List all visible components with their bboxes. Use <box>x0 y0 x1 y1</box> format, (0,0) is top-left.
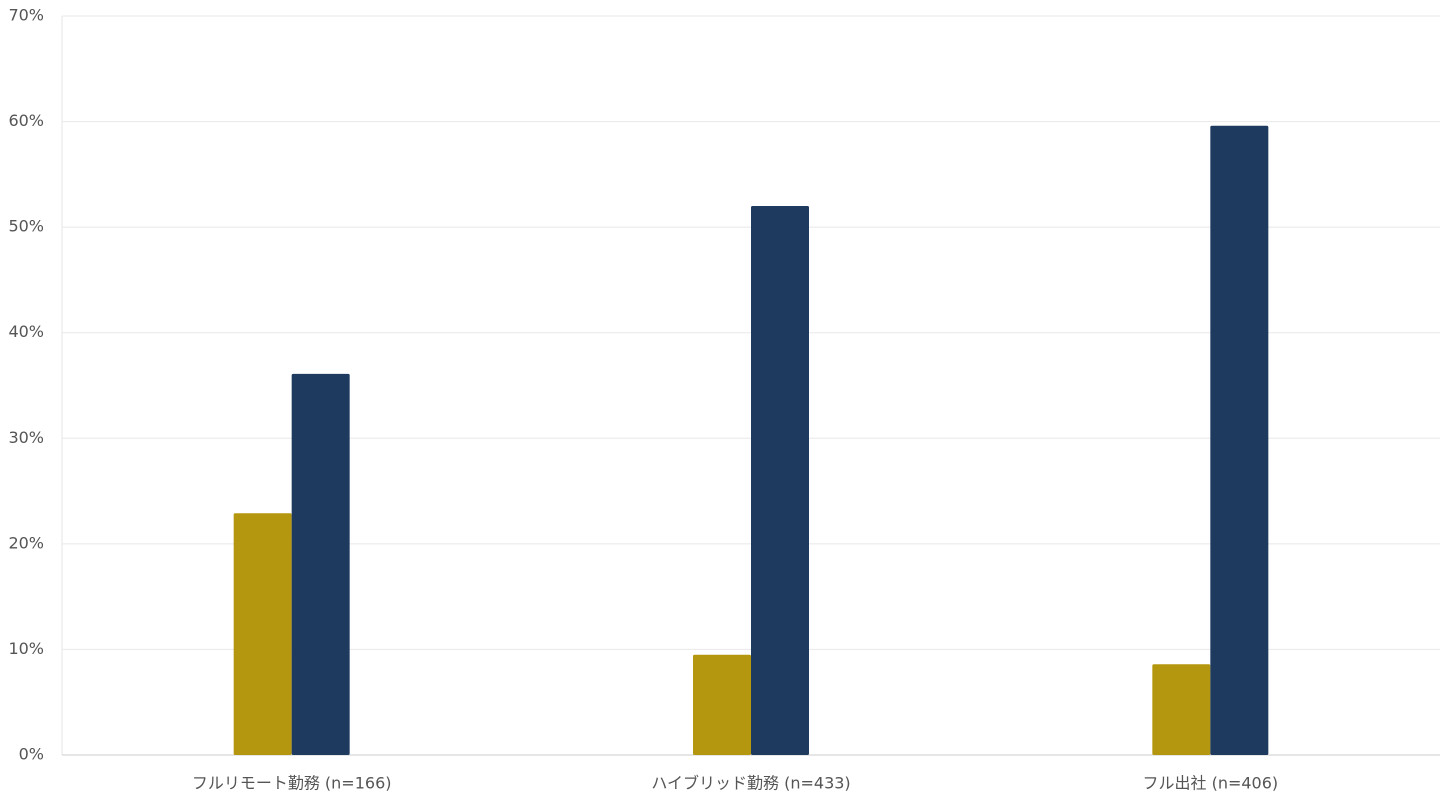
y-tick-label: 60% <box>8 111 44 130</box>
y-tick-label: 0% <box>19 745 44 764</box>
x-tick-label: フルリモート勤務 (n=166) <box>192 774 392 793</box>
x-tick-label: フル出社 (n=406) <box>1142 774 1278 793</box>
y-tick-label: 70% <box>8 6 44 25</box>
y-tick-label: 50% <box>8 217 44 236</box>
bar <box>751 206 809 755</box>
y-tick-label: 40% <box>8 322 44 341</box>
bar <box>233 513 292 755</box>
y-tick-label: 20% <box>8 533 44 552</box>
y-tick-label: 30% <box>8 428 44 447</box>
bar <box>291 373 350 755</box>
x-tick-label: ハイブリッド勤務 (n=433) <box>651 774 850 793</box>
y-tick-label: 10% <box>8 639 44 658</box>
bar <box>693 654 751 755</box>
bar <box>1152 664 1211 755</box>
bar <box>1210 125 1269 755</box>
